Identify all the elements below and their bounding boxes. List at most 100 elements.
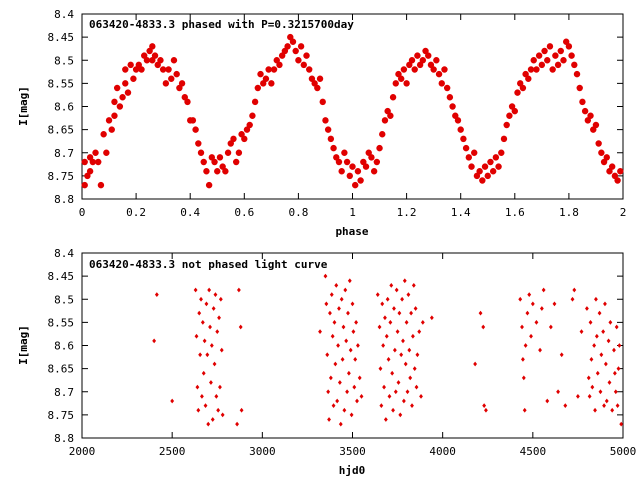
data-point: [168, 75, 175, 82]
data-point: [339, 296, 344, 302]
data-point: [383, 315, 387, 321]
data-point: [208, 324, 212, 330]
data-point: [406, 292, 411, 298]
data-point: [562, 38, 570, 45]
data-point: [379, 403, 384, 409]
data-point: [273, 57, 280, 64]
y-tick-label: 8.65: [48, 124, 75, 137]
data-point: [343, 158, 351, 166]
data-point: [559, 352, 564, 358]
x-tick-label: 0.6: [234, 206, 254, 219]
data-point: [207, 287, 212, 293]
data-point: [613, 389, 618, 395]
data-point: [116, 103, 124, 110]
data-point: [173, 70, 180, 78]
data-point: [397, 75, 405, 82]
data-point: [86, 168, 94, 175]
data-point: [520, 356, 525, 362]
y-axis-label: I[mag]: [17, 325, 30, 365]
data-point: [97, 181, 105, 189]
data-point: [572, 287, 577, 293]
data-point: [331, 403, 336, 409]
y-tick-label: 8.6: [54, 340, 74, 353]
data-point: [197, 310, 202, 316]
data-point: [347, 278, 352, 284]
data-point: [332, 319, 337, 325]
data-point: [522, 407, 527, 413]
data-point: [506, 112, 513, 119]
data-point: [210, 417, 215, 422]
data-point: [203, 403, 208, 409]
data-point: [354, 168, 362, 175]
data-points: [152, 273, 624, 427]
data-point: [342, 407, 347, 413]
data-point: [598, 149, 605, 156]
y-tick-label: 8.6: [54, 101, 74, 114]
data-point: [563, 403, 568, 409]
x-tick-label: 1.4: [451, 206, 471, 219]
data-point: [619, 421, 624, 427]
data-point: [84, 172, 91, 180]
data-point: [520, 324, 524, 330]
data-point: [419, 57, 427, 64]
x-tick-label: 2000: [69, 445, 96, 458]
data-point: [284, 43, 291, 50]
data-point: [484, 407, 488, 413]
data-point: [218, 296, 223, 302]
data-point: [119, 94, 126, 101]
data-point: [254, 84, 262, 92]
x-tick-label: 0.2: [126, 206, 146, 219]
data-point: [200, 158, 207, 166]
data-point: [530, 57, 537, 64]
data-point: [390, 370, 395, 376]
data-point: [230, 135, 237, 143]
data-point: [205, 352, 210, 358]
y-tick-label: 8.7: [54, 147, 74, 160]
data-point: [393, 389, 398, 395]
data-point: [525, 75, 532, 82]
data-point: [594, 333, 599, 339]
data-point: [111, 112, 118, 119]
data-point: [346, 310, 350, 316]
data-point: [165, 66, 172, 73]
data-point: [189, 117, 197, 124]
data-point: [449, 103, 456, 110]
data-point: [422, 47, 429, 55]
data-point: [81, 181, 88, 189]
data-point: [606, 168, 613, 175]
data-point: [373, 158, 381, 166]
data-point: [152, 338, 157, 344]
data-point: [306, 66, 313, 73]
data-point: [170, 57, 178, 64]
data-point: [108, 126, 115, 133]
data-point: [202, 338, 207, 344]
data-point: [603, 301, 607, 307]
data-point: [430, 66, 437, 73]
y-tick-label: 8.75: [48, 170, 75, 183]
data-point: [401, 338, 405, 344]
data-point: [270, 66, 278, 73]
data-point: [396, 380, 401, 385]
data-point: [314, 84, 321, 92]
data-point: [387, 393, 392, 399]
x-tick-label: 1.6: [505, 206, 525, 219]
data-point: [380, 301, 385, 307]
data-point: [330, 144, 337, 152]
data-point: [341, 149, 348, 156]
data-point: [300, 61, 308, 69]
data-point: [276, 61, 283, 69]
x-tick-label: 1: [349, 206, 356, 219]
data-point: [585, 306, 589, 311]
data-point: [614, 177, 621, 184]
data-point: [500, 135, 508, 143]
data-point: [100, 131, 107, 138]
data-point: [412, 366, 417, 372]
data-point: [377, 324, 382, 330]
data-point: [487, 158, 494, 166]
data-point: [419, 393, 423, 399]
data-point: [337, 306, 341, 311]
data-point: [468, 163, 475, 170]
data-point: [527, 66, 535, 73]
data-point: [327, 135, 335, 143]
data-point: [209, 343, 214, 348]
